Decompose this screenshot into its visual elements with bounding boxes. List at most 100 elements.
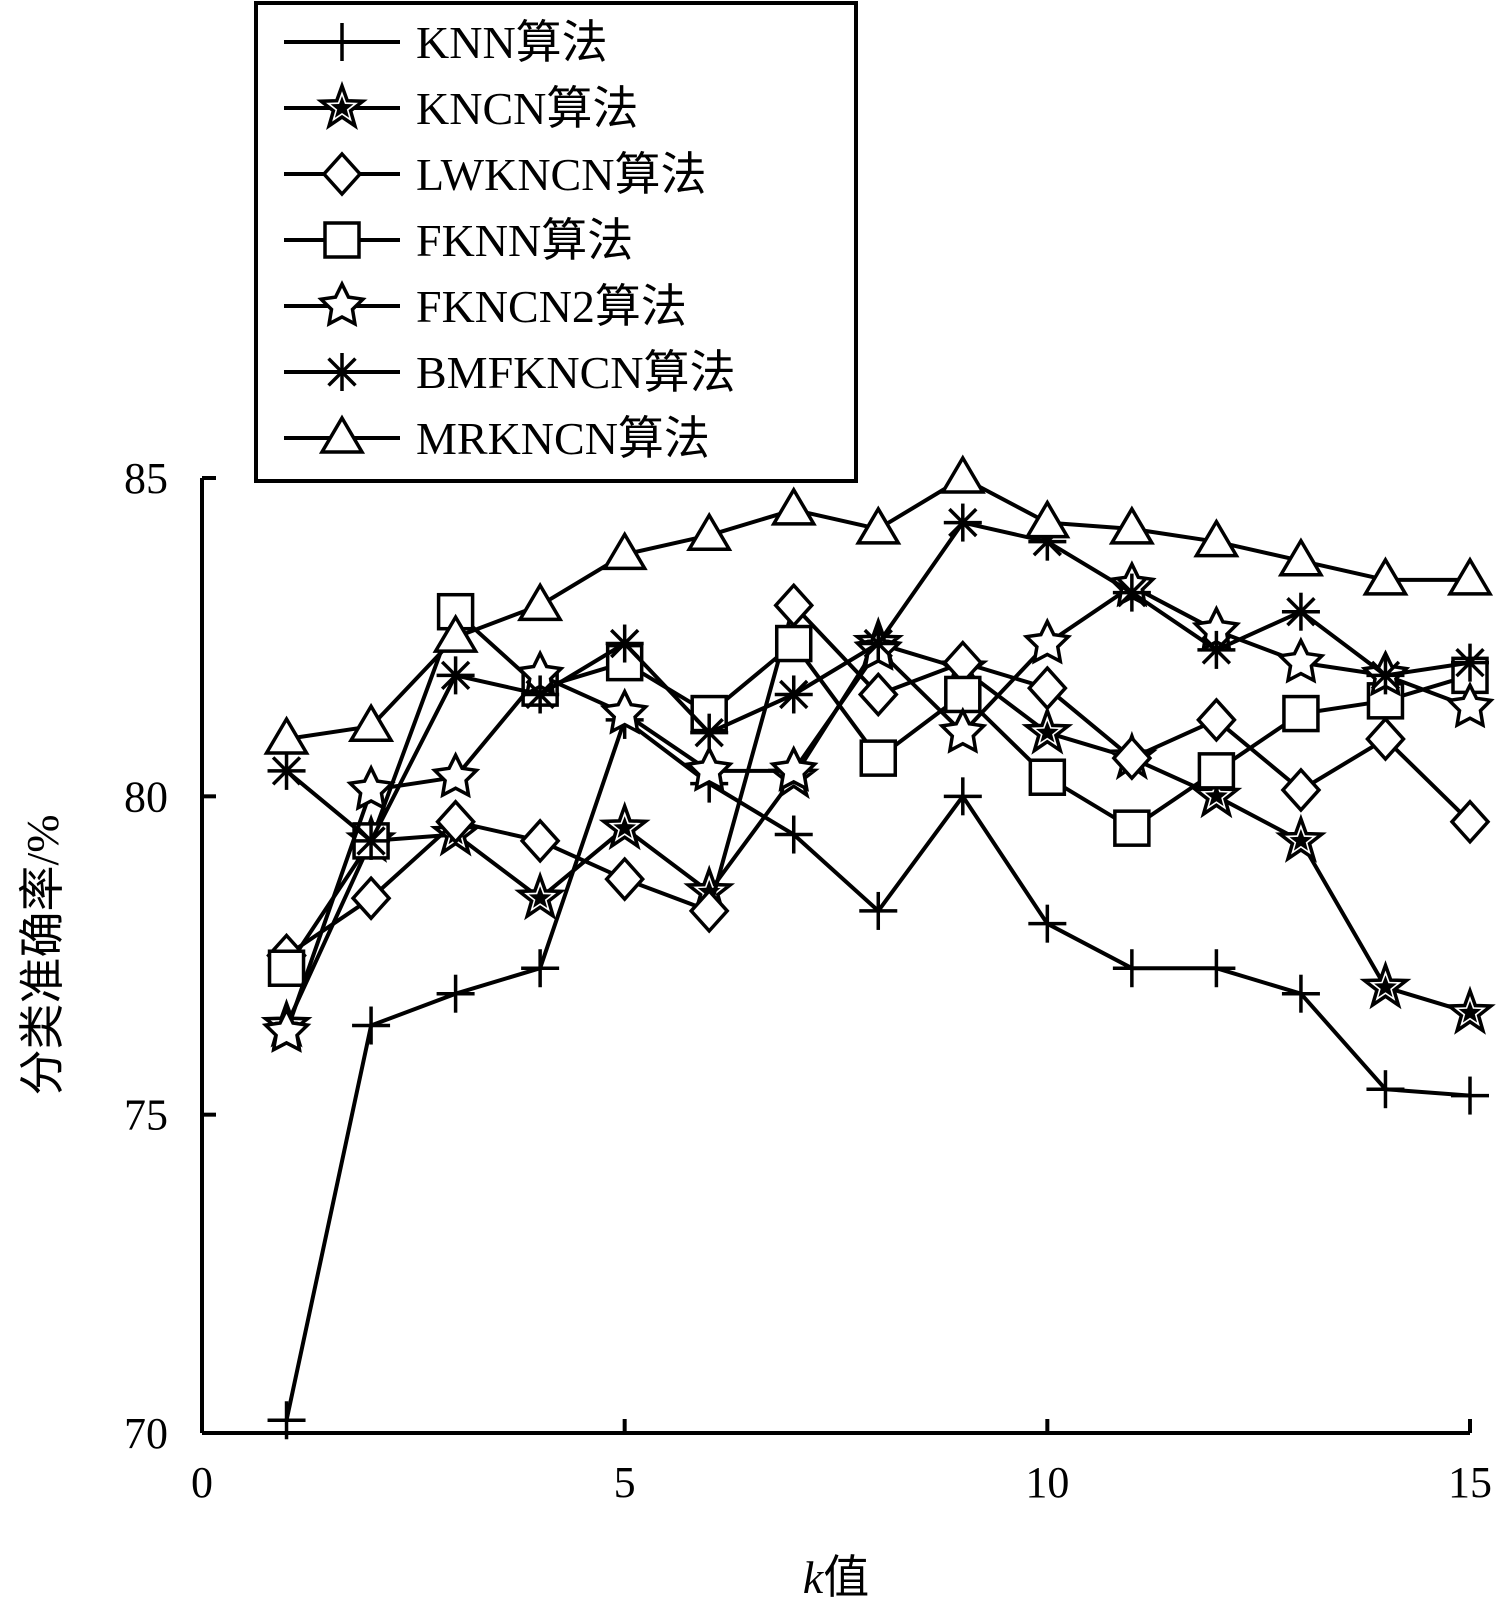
legend-item: FKNCN2算法 (284, 280, 687, 332)
data-point (521, 949, 560, 988)
data-point (859, 891, 898, 930)
legend-item: FKNN算法 (284, 215, 633, 266)
data-point (598, 801, 651, 851)
data-point (859, 624, 898, 663)
data-point (1021, 705, 1074, 755)
data-point (436, 974, 475, 1013)
data-point (1276, 636, 1326, 684)
data-point (1281, 974, 1320, 1013)
data-point (605, 624, 644, 663)
data-point (1282, 694, 1320, 733)
legend-item: BMFKNCN算法 (284, 347, 736, 398)
data-point (521, 675, 560, 714)
data-point (770, 486, 817, 526)
legend-label: MRKNCN算法 (416, 413, 710, 464)
legend-item: KNN算法 (284, 17, 608, 68)
data-point (690, 713, 729, 752)
data-point (943, 503, 982, 542)
legend: KNN算法 KNCN算法 LWKNCN算法 FKNN算法 FKNCN2算法 BMFKNCN… (254, 1, 858, 483)
data-point (1444, 985, 1496, 1035)
data-point (432, 613, 479, 653)
legend-marker (323, 23, 361, 61)
legend-label: KNN算法 (416, 17, 608, 68)
data-point (684, 744, 734, 792)
data-point (938, 706, 988, 754)
data-point (436, 656, 475, 695)
data-point (1111, 735, 1153, 781)
y-tick-label: 85 (124, 454, 168, 503)
data-point (1277, 537, 1324, 577)
data-point (1365, 716, 1406, 762)
data-point (855, 505, 902, 545)
data-point (859, 739, 898, 777)
legend-label: FKNCN2算法 (416, 281, 687, 332)
legend-item: LWKNCN算法 (284, 149, 706, 200)
y-tick-label: 75 (124, 1091, 168, 1140)
data-point (857, 671, 899, 718)
data-point (514, 871, 567, 921)
data-point (688, 888, 730, 934)
data-point (261, 1005, 312, 1053)
data-point (1196, 697, 1237, 743)
data-point (1197, 752, 1236, 790)
legend-marker (318, 414, 366, 454)
x-tick-label: 10 (1025, 1458, 1069, 1507)
data-point (769, 744, 819, 792)
series-6 (263, 454, 1494, 755)
data-point (601, 530, 648, 571)
data-point (1281, 592, 1320, 631)
data-point (1362, 556, 1409, 596)
data-point (267, 751, 306, 790)
data-point (1026, 665, 1068, 711)
data-point (1446, 556, 1494, 596)
data-point (346, 764, 396, 812)
legend-marker (323, 353, 361, 391)
legend-marker (316, 80, 368, 130)
data-point (1445, 681, 1495, 729)
data-point (1366, 656, 1405, 695)
data-point (519, 818, 561, 864)
data-point (604, 856, 646, 902)
data-point (1451, 1076, 1489, 1115)
data-point (1451, 643, 1489, 682)
data-point (943, 777, 982, 816)
axes (200, 478, 1470, 1435)
data-point (774, 675, 813, 714)
data-point (774, 624, 813, 663)
data-point (1197, 949, 1236, 988)
legend-label: KNCN算法 (416, 83, 638, 134)
data-point (1028, 904, 1067, 943)
data-point (435, 799, 476, 845)
legend-item: MRKNCN算法 (284, 413, 710, 464)
data-point (1275, 813, 1327, 863)
data-point (686, 511, 733, 552)
legend-marker (317, 280, 367, 327)
data-point (1024, 499, 1071, 539)
legend-marker (321, 151, 363, 197)
plot-area (260, 454, 1496, 1440)
data-point (1197, 630, 1236, 669)
data-point (1022, 617, 1073, 665)
legend-label: FKNN算法 (416, 215, 633, 266)
data-point (939, 454, 986, 494)
x-axis-title-variable: k (803, 1552, 825, 1603)
data-point (267, 949, 306, 987)
ticks: 0 5 10 15 70 75 80 85 (124, 454, 1492, 1507)
x-tick-label: 0 (191, 1458, 213, 1507)
data-point (517, 581, 564, 622)
data-point (430, 751, 481, 799)
y-axis-title: 分类准确率/% (17, 814, 68, 1095)
data-point (352, 1006, 391, 1045)
data-point (352, 821, 391, 860)
data-point (599, 687, 650, 735)
data-point (263, 715, 310, 755)
data-point (1028, 758, 1067, 796)
y-tick-label: 80 (124, 772, 168, 821)
data-point (944, 675, 982, 714)
x-tick-label: 15 (1448, 1458, 1492, 1507)
legend-marker (323, 221, 361, 259)
y-tick-label: 70 (124, 1409, 168, 1458)
data-point (1359, 960, 1412, 1010)
